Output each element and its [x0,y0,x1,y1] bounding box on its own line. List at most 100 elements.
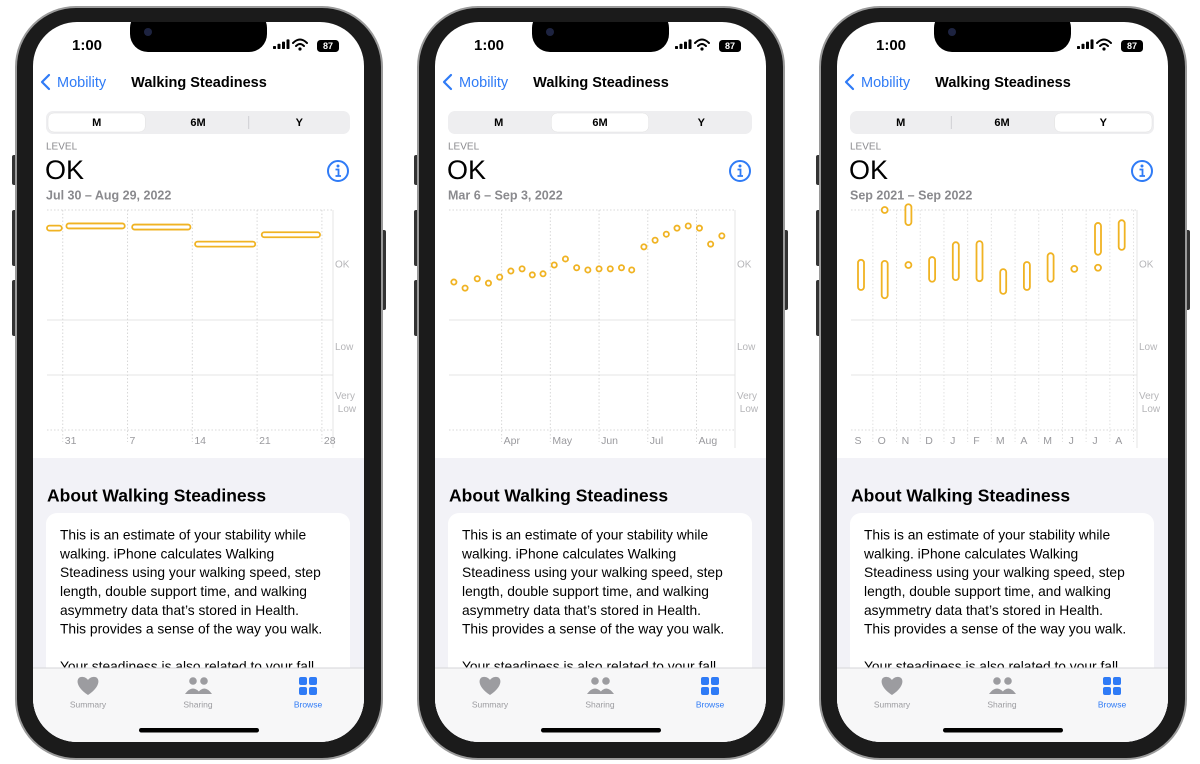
screen: 1:00 87 Mobility Walking Steadiness M 6M Y LEVE… [837,22,1168,742]
heart-icon [77,676,99,695]
screen: 1:00 87 Mobility Walking Steadiness M 6M Y LEVE… [435,22,766,742]
back-chevron[interactable] [40,73,51,91]
segment[interactable]: Y [698,117,706,129]
segment[interactable]: 6M [592,117,607,129]
grid-square [1103,687,1111,695]
segment[interactable]: M [896,117,905,129]
steadiness-range [951,241,960,281]
screen: 1:00 87 Mobility Walking Steadiness M 6M Y LEVE… [33,22,364,742]
signal-bar [273,46,276,49]
info-stem [737,168,743,177]
grid-square [701,687,709,695]
x-tick-label: Apr [504,435,521,447]
x-tick-label: J [950,435,955,447]
info-button[interactable] [327,160,349,182]
tab-icon [881,676,903,695]
about-text: asymmetry data that’s stored in Health. [864,603,1103,618]
x-tick-label: A [1020,435,1027,447]
battery-level: 87 [323,41,333,51]
heart-icon [479,676,501,695]
back-chevron[interactable] [442,73,453,91]
x-tick-label: J [1092,435,1097,447]
segment[interactable]: Y [296,117,304,129]
tab-icon [1103,677,1121,695]
about-text: This is an estimate of your stability wh… [60,528,306,543]
tab-label[interactable]: Summary [472,699,509,709]
segment[interactable]: 6M [190,117,205,129]
steadiness-span [46,224,63,232]
signal-bar [277,43,281,49]
tab-icon [185,677,212,694]
info-stem [335,168,341,177]
person [602,677,610,685]
tab-label[interactable]: Browse [1098,699,1127,709]
tab-icon [77,676,99,695]
info-button[interactable] [1131,160,1153,182]
steadiness-point [662,230,670,238]
about-text: length, double support time, and walking [462,584,709,599]
tab-label[interactable]: Summary [874,699,911,709]
x-tick-label: N [902,435,910,447]
nav-title: Walking Steadiness [131,75,267,91]
steadiness-range [1070,264,1079,273]
nav-title: Walking Steadiness [533,75,669,91]
camera [546,28,554,36]
steadiness-point [651,236,659,244]
segment[interactable]: Y [1100,117,1108,129]
grid-square [299,677,307,685]
about-card [448,513,752,713]
steadiness-point [707,240,715,248]
notch [130,22,267,52]
tab-label[interactable]: Browse [696,699,725,709]
level: OK [447,155,486,185]
battery [1121,40,1143,52]
info-dot [738,164,742,168]
person [993,677,1001,685]
steadiness-point [450,278,458,286]
steadiness-point [595,265,603,273]
steadiness-point [461,284,469,292]
back-chevron[interactable] [844,73,855,91]
y-tick-label: Very Low [1139,391,1161,415]
wifi-dot [700,47,704,51]
grid-square [299,687,307,695]
grid-square [1113,677,1121,685]
steadiness-range [975,240,984,283]
signal-bar [286,39,290,49]
notch [934,22,1071,52]
grid-square [1103,677,1111,685]
x-tick-label: J [1069,435,1074,447]
x-tick-label: A [1115,435,1122,447]
segment[interactable]: M [494,117,503,129]
tab-icon [299,677,317,695]
segment[interactable]: 6M [994,117,1009,129]
person [185,688,212,694]
tab-label[interactable]: Browse [294,699,323,709]
back-button[interactable]: Mobility [459,75,509,91]
steadiness-point [573,264,581,272]
status-time: 1:00 [474,37,504,54]
info-button[interactable] [729,160,751,182]
tab-label[interactable]: Sharing [585,699,615,709]
about-text: This provides a sense of the way you wal… [60,622,322,637]
steadiness-point [606,265,614,273]
segment[interactable]: M [92,117,101,129]
level: OK [849,155,888,185]
status-time: 1:00 [876,37,906,54]
y-tick-label: OK [335,260,350,271]
about-text: walking. iPhone calculates Walking [461,546,676,561]
tab-label[interactable]: Sharing [987,699,1017,709]
person [591,677,599,685]
tab-label[interactable]: Summary [70,699,107,709]
wifi-dot [1102,47,1106,51]
signal-bar [675,46,678,49]
back-button[interactable]: Mobility [861,75,911,91]
tab-label[interactable]: Sharing [183,699,213,709]
steadiness-range [880,206,889,214]
steadiness-range [1046,252,1055,283]
steadiness-range [857,258,865,291]
back-button[interactable]: Mobility [57,75,107,91]
steadiness-range [904,203,913,227]
steadiness-span [65,222,126,230]
